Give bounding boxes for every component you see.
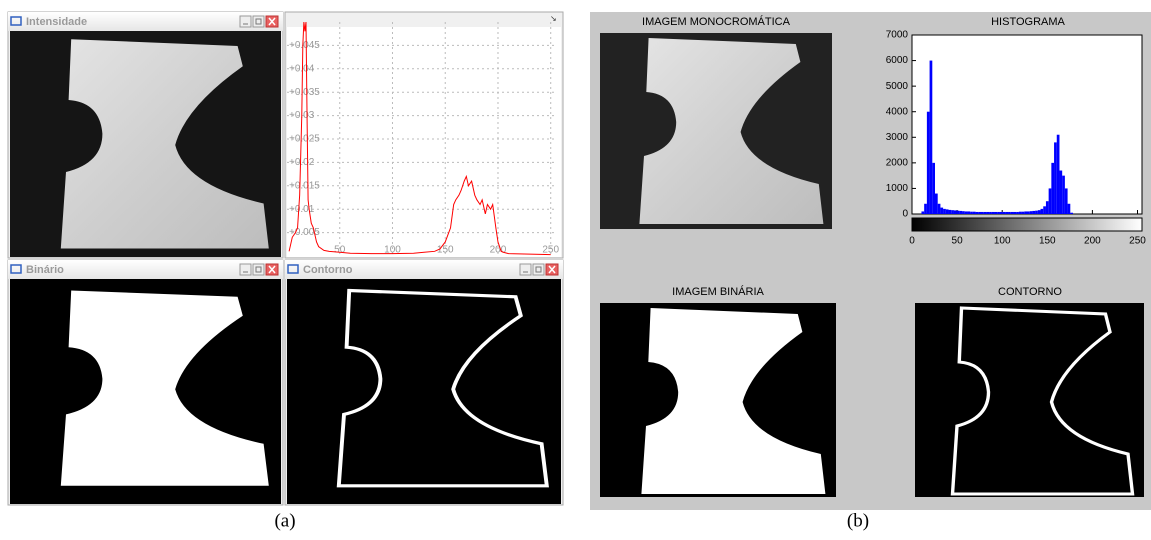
histogram-bar (1070, 213, 1073, 214)
histogram-bar (978, 212, 981, 214)
image-title: IMAGEM BINÁRIA (672, 285, 764, 298)
x-tick-label: 50 (334, 245, 346, 256)
histogram-plot: 0 1000 2000 3000 4000 5000 6000 7000 0 50 100 150 20… (886, 30, 1147, 247)
histogram-bar (1024, 211, 1027, 214)
figure: Intensidade ↘ +0.005+0.01+0.015+0.02+0.0… (0, 0, 1151, 540)
histogram-bar (1008, 212, 1011, 214)
histogram-bar (1000, 212, 1003, 214)
histogram-bar (962, 211, 965, 214)
x-tick-label: 150 (1039, 236, 1056, 247)
image-title: IMAGEM MONOCROMÁTICA (642, 15, 791, 28)
histogram-bar (967, 211, 970, 214)
histogram-bar (959, 211, 962, 214)
histogram-bar (973, 212, 976, 214)
y-tick-label: 5000 (886, 81, 909, 92)
histogram-bar (946, 209, 949, 214)
window-intensity: Intensidade (8, 12, 283, 258)
y-tick-label: 4000 (886, 106, 909, 117)
histogram-bar (1013, 212, 1016, 214)
histogram-bar (1068, 204, 1071, 214)
window-title: Contorno (303, 264, 353, 276)
histogram-bar (981, 212, 984, 214)
histogram-bar (940, 208, 943, 214)
histogram-bar (965, 211, 968, 214)
histogram-bar (1030, 211, 1033, 214)
histogram-bar (1065, 188, 1068, 214)
histogram-bar (976, 212, 979, 214)
histogram-bar (951, 210, 954, 214)
window-contour: Contorno (285, 260, 563, 505)
x-tick-label: 200 (1084, 236, 1101, 247)
histogram-bar (984, 212, 987, 214)
histogram-bar (997, 212, 1000, 214)
histogram-bar (1005, 212, 1008, 214)
x-tick-label: 150 (437, 245, 454, 256)
histogram-bar (927, 112, 930, 214)
caption: (b) (847, 510, 869, 531)
mono-image (600, 33, 832, 229)
histogram-bar (986, 212, 989, 214)
histogram-bar (1054, 142, 1057, 214)
y-tick-label: 3000 (886, 132, 909, 143)
histogram-bar (970, 212, 973, 214)
histogram-bar (995, 212, 998, 214)
y-tick-label: +0.01 (289, 204, 315, 215)
histogram-bar (932, 163, 935, 214)
histogram-bar (1032, 211, 1035, 214)
x-tick-label: 100 (994, 236, 1011, 247)
histogram-bar (921, 211, 924, 214)
histogram-bar (1038, 210, 1041, 214)
y-tick-label: 1000 (886, 183, 909, 194)
y-tick-label: 2000 (886, 157, 909, 168)
y-tick-label: +0.02 (289, 157, 315, 168)
histogram-bar (930, 61, 933, 214)
histogram-bar (1016, 212, 1019, 214)
histogram-bar (1022, 212, 1025, 214)
histogram-bar (1051, 163, 1054, 214)
contour-image (915, 303, 1144, 497)
histogram-bar (1019, 212, 1022, 214)
histogram-bar (1027, 211, 1030, 214)
histogram-title: HISTOGRAMA (991, 16, 1065, 28)
histogram-bar (1041, 209, 1044, 214)
histogram-bar (1035, 211, 1038, 214)
histogram-bar (935, 194, 938, 214)
histogram-bar (992, 212, 995, 214)
caption: (a) (274, 510, 295, 531)
binary-image (600, 303, 836, 497)
histogram-bar (957, 211, 960, 214)
y-tick-label: +0.045 (289, 40, 320, 51)
histogram-bar (943, 209, 946, 214)
histogram-bar (949, 210, 952, 214)
histogram-bar (1049, 188, 1052, 214)
x-tick-label: 200 (490, 245, 507, 256)
histogram-bar (954, 210, 957, 214)
y-tick-label: +0.015 (289, 180, 320, 191)
svg-text:↘: ↘ (550, 14, 557, 23)
y-tick-label: 7000 (886, 30, 909, 41)
window-title: Binário (26, 264, 64, 276)
y-tick-label: +0.035 (289, 87, 320, 98)
window-title: Intensidade (26, 16, 87, 28)
histogram-bar (938, 204, 941, 214)
histogram-bar (1003, 212, 1006, 214)
y-tick-label: 0 (902, 209, 908, 220)
window-binary: Binário (8, 260, 283, 505)
y-tick-label: +0.04 (289, 63, 315, 74)
y-tick-label: 6000 (886, 55, 909, 66)
histogram-bar (1011, 212, 1014, 214)
histogram-bar (1043, 206, 1046, 214)
x-tick-label: 250 (1129, 236, 1146, 247)
image-title: CONTORNO (998, 286, 1062, 298)
y-tick-label: +0.025 (289, 134, 320, 145)
histogram-bar (1059, 171, 1062, 214)
x-tick-label: 50 (952, 236, 964, 247)
x-tick-label: 0 (909, 236, 915, 247)
histogram-bar (1057, 135, 1060, 214)
histogram-bar (1062, 176, 1065, 214)
histogram-bar (924, 204, 927, 214)
histogram-bar (1046, 201, 1049, 214)
window-histogram: ↘ (285, 12, 563, 258)
histogram-bar (989, 212, 992, 214)
